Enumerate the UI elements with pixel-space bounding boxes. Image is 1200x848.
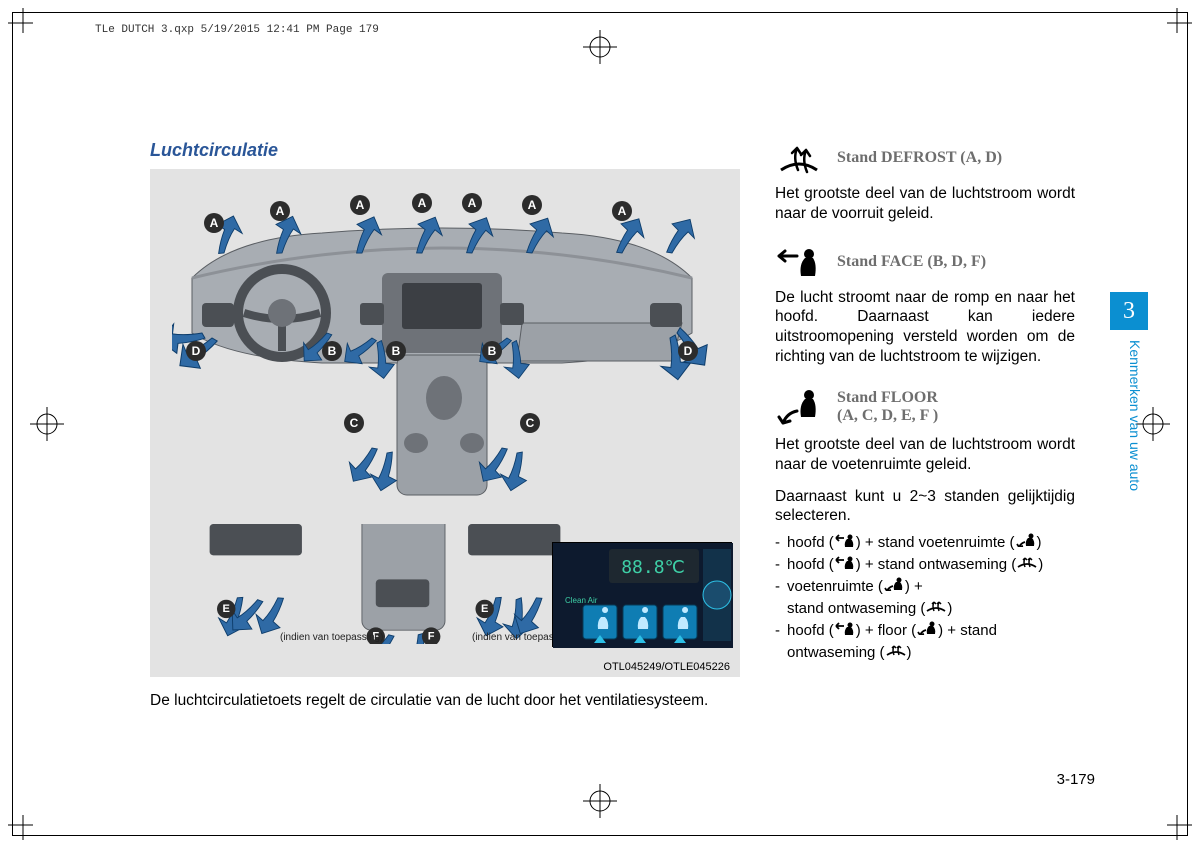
combo-item: -hoofd () + stand ontwaseming ()	[775, 554, 1075, 576]
mode-face-label: Stand FACE (B, D, F)	[837, 253, 986, 271]
control-panel-photo: 88.8℃ Clean Air	[552, 542, 732, 647]
svg-text:A: A	[356, 198, 365, 212]
crop-mark-icon	[8, 8, 38, 38]
floor-icon	[1015, 532, 1037, 554]
crop-mark-icon	[8, 810, 38, 840]
chapter-label: Kenmerken van uw auto	[1123, 340, 1143, 600]
svg-text:A: A	[210, 216, 219, 230]
svg-text:A: A	[418, 196, 427, 210]
svg-text:B: B	[488, 344, 497, 358]
svg-text:A: A	[468, 196, 477, 210]
mode-floor-label-line2: (A, C, D, E, F )	[837, 407, 938, 424]
page-number: 3-179	[1057, 771, 1095, 788]
svg-text:F: F	[428, 631, 435, 643]
svg-text:Clean Air: Clean Air	[565, 596, 598, 605]
combo-item: -hoofd () + stand voetenruimte ()	[775, 532, 1075, 554]
floor-icon	[775, 387, 823, 427]
figure-caption: OTL045249/OTLE045226	[603, 661, 730, 673]
mode-floor-desc: Het grootste deel van de luchtstroom wor…	[775, 435, 1075, 475]
mode-floor-label: Stand FLOOR (A, C, D, E, F )	[837, 389, 938, 425]
print-header: TLe DUTCH 3.qxp 5/19/2015 12:41 PM Page …	[95, 24, 379, 36]
airflow-figure: A A A A A A A D B B B D C C	[150, 169, 740, 677]
mode-face-row: Stand FACE (B, D, F)	[775, 244, 1075, 280]
combo-item: -voetenruimte () +stand ontwaseming ()	[775, 576, 1075, 620]
combo-intro: Daarnaast kunt u 2~3 standen gelijktijdi…	[775, 487, 1075, 527]
defrost-icon	[925, 598, 947, 620]
defrost-icon	[775, 140, 823, 176]
mode-face-desc: De lucht stroomt naar de romp en naar he…	[775, 288, 1075, 367]
chapter-tab: 3	[1110, 292, 1148, 330]
svg-text:D: D	[684, 344, 693, 358]
registration-mark-icon	[30, 407, 64, 441]
svg-text:A: A	[276, 204, 285, 218]
registration-mark-icon	[583, 30, 617, 64]
floor-icon	[916, 620, 938, 642]
svg-text:E: E	[223, 603, 230, 615]
floor-icon	[883, 576, 905, 598]
svg-text:B: B	[392, 344, 401, 358]
face-icon	[834, 620, 856, 642]
crop-mark-icon	[1162, 8, 1192, 38]
mode-defrost-row: Stand DEFROST (A, D)	[775, 140, 1075, 176]
mode-defrost-label: Stand DEFROST (A, D)	[837, 149, 1002, 167]
svg-text:A: A	[528, 198, 537, 212]
defrost-icon	[885, 642, 907, 664]
modes-column: Stand DEFROST (A, D) Het grootste deel v…	[775, 140, 1075, 664]
combo-item: -hoofd () + floor () + standontwaseming …	[775, 620, 1075, 664]
mode-floor-row: Stand FLOOR (A, C, D, E, F )	[775, 387, 1075, 427]
mode-floor-label-line1: Stand FLOOR	[837, 389, 938, 406]
mode-defrost-desc: Het grootste deel van de luchtstroom wor…	[775, 184, 1075, 224]
dashboard-illustration: A A A A A A A D B B B D C C	[172, 183, 712, 523]
figure-note: (indien van toepassing)	[280, 632, 383, 643]
svg-text:B: B	[328, 344, 337, 358]
svg-text:88.8℃: 88.8℃	[621, 557, 685, 578]
face-icon	[775, 244, 823, 280]
svg-text:A: A	[618, 204, 627, 218]
face-icon	[834, 554, 856, 576]
face-icon	[834, 532, 856, 554]
svg-text:C: C	[526, 416, 535, 430]
svg-text:E: E	[481, 603, 488, 615]
combo-list: -hoofd () + stand voetenruimte ()-hoofd …	[775, 532, 1075, 663]
figure-description: De luchtcirculatietoets regelt de circul…	[150, 691, 740, 711]
svg-text:C: C	[350, 416, 359, 430]
crop-mark-icon	[1162, 810, 1192, 840]
svg-text:D: D	[192, 344, 201, 358]
defrost-icon	[1016, 554, 1038, 576]
page-content: Luchtcirculatie	[150, 140, 1110, 798]
